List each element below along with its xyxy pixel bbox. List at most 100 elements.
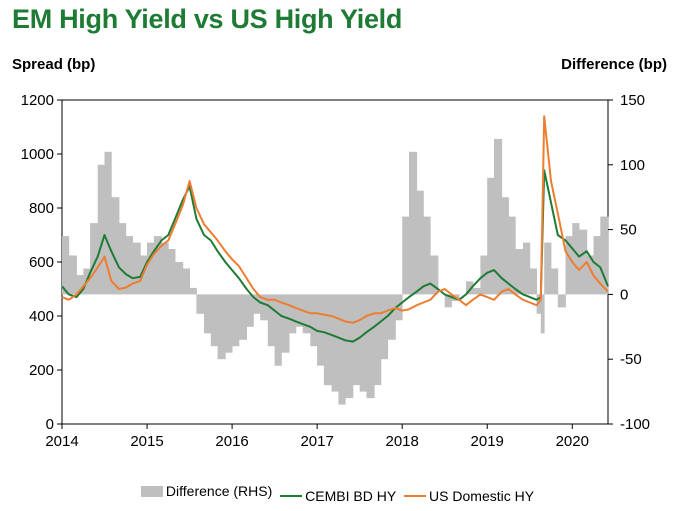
y-left-tick-label: 600	[29, 254, 54, 271]
legend-label-difference: Difference (RHS)	[165, 483, 273, 499]
chart-svg: 0 200 400 600 800 1000 1200 -100 -50 0 50 100 150 201…	[21, 92, 650, 450]
difference-bar	[210, 294, 218, 347]
difference-bar	[323, 294, 332, 386]
y-left-tick-label: 200	[29, 362, 54, 379]
legend-label-us-hy: US Domestic HY	[429, 487, 535, 504]
difference-bar	[310, 294, 318, 347]
difference-bar	[317, 294, 325, 366]
difference-bar	[153, 236, 162, 295]
y-right-tick-label: 150	[620, 92, 645, 109]
difference-bar	[62, 236, 70, 295]
difference-bar	[444, 294, 452, 308]
x-tick-label: 2015	[130, 433, 163, 450]
difference-bar	[204, 294, 212, 334]
y-right-tick-label: 50	[620, 222, 637, 239]
difference-bar	[374, 294, 382, 386]
difference-bar	[472, 287, 481, 295]
difference-bar	[90, 223, 99, 295]
difference-bar	[168, 249, 176, 295]
difference-bar	[338, 294, 346, 405]
difference-bar	[132, 242, 141, 295]
difference-bar	[430, 255, 439, 295]
difference-bar	[238, 294, 247, 340]
difference-bar	[565, 236, 573, 295]
difference-bar	[274, 294, 282, 366]
y-left-tick-label: 1000	[21, 146, 54, 163]
difference-bar	[175, 262, 184, 295]
difference-bar	[540, 294, 545, 334]
difference-bar	[182, 268, 190, 295]
y-left-tick-label: 800	[29, 200, 54, 217]
difference-bar	[536, 294, 542, 314]
y-right-tick-label: -50	[620, 351, 642, 368]
difference-bar	[501, 197, 509, 295]
difference-bar	[572, 223, 580, 295]
y-left-tick-label: 400	[29, 308, 54, 325]
chart-title: EM High Yield vs US High Yield	[12, 4, 403, 34]
legend-swatch-difference	[140, 485, 163, 497]
difference-bar	[147, 242, 155, 295]
legend-item-us-hy: US Domestic HY	[404, 488, 534, 504]
difference-bar	[366, 294, 375, 399]
x-tick-label: 2018	[385, 433, 418, 450]
difference-bar	[68, 255, 77, 295]
difference-bar	[331, 294, 339, 392]
difference-bar	[253, 294, 261, 314]
difference-bar	[140, 255, 148, 295]
difference-bar	[111, 197, 120, 295]
difference-bar	[267, 294, 275, 347]
difference-bar	[345, 294, 354, 399]
difference-bar	[246, 294, 254, 327]
difference-bar	[196, 294, 205, 314]
difference-bar	[359, 294, 367, 392]
difference-bar	[125, 236, 133, 295]
difference-bar	[76, 275, 84, 295]
difference-bar	[281, 294, 290, 353]
difference-bar	[529, 268, 537, 295]
difference-bar	[487, 177, 495, 295]
difference-bar	[380, 294, 389, 360]
difference-bar	[302, 294, 311, 334]
y-left-tick-label: 1200	[21, 92, 54, 109]
legend-swatch-cembi	[280, 494, 303, 497]
legend-item-difference: Difference (RHS)	[140, 483, 273, 499]
x-tick-label: 2016	[215, 433, 248, 450]
x-tick-label: 2017	[300, 433, 333, 450]
difference-bar	[466, 281, 474, 295]
difference-bar	[260, 294, 269, 321]
y-right-tick-label: -100	[620, 416, 650, 433]
difference-bar	[119, 223, 127, 295]
difference-bar	[402, 216, 410, 295]
difference-bar	[395, 294, 403, 321]
difference-bar	[161, 242, 169, 295]
y-axis-right-label: Difference (bp)	[561, 56, 667, 73]
difference-bar	[387, 294, 396, 340]
y-left-tick-label: 0	[46, 416, 54, 433]
y-right-tick-label: 100	[620, 157, 645, 174]
y-axis-left-label: Spread (bp)	[12, 56, 96, 73]
series-line-cembi	[61, 169, 609, 343]
difference-bar	[494, 138, 503, 295]
difference-bar	[416, 190, 424, 295]
difference-bar	[600, 216, 609, 295]
difference-bar	[423, 216, 431, 295]
difference-bar	[217, 294, 226, 360]
difference-bar	[586, 255, 594, 295]
x-tick-label: 2019	[471, 433, 504, 450]
difference-bar	[551, 268, 559, 295]
difference-bar	[189, 287, 197, 295]
difference-bar	[523, 242, 531, 295]
series-line-us-hy	[61, 115, 609, 324]
difference-bar	[232, 294, 240, 347]
difference-bar	[409, 151, 418, 295]
legend-swatch-us-hy	[404, 494, 427, 497]
difference-bar	[104, 151, 112, 295]
legend: Difference (RHS) CEMBI BD HY US Domestic…	[0, 483, 675, 504]
difference-bar	[97, 164, 105, 295]
difference-bar	[579, 229, 588, 295]
legend-item-cembi: CEMBI BD HY	[280, 488, 396, 504]
x-tick-label: 2014	[45, 433, 78, 450]
difference-bar	[295, 294, 304, 327]
difference-bar	[557, 294, 566, 308]
difference-bar	[225, 294, 233, 353]
